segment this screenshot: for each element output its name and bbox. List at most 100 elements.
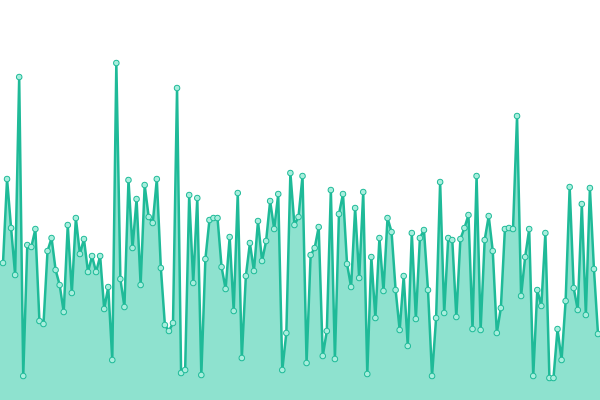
point — [181, 366, 189, 374]
point — [343, 260, 351, 268]
point — [169, 319, 177, 327]
point — [113, 59, 120, 67]
point — [586, 184, 594, 192]
point — [489, 247, 497, 255]
point — [436, 178, 444, 186]
point — [287, 169, 294, 177]
point — [0, 259, 7, 267]
point — [92, 268, 100, 276]
point — [465, 211, 472, 219]
point — [76, 250, 84, 258]
point — [376, 234, 383, 242]
point — [335, 210, 343, 218]
point — [380, 287, 387, 295]
point — [3, 175, 11, 183]
point — [28, 243, 35, 251]
point — [100, 305, 108, 313]
point — [254, 217, 262, 225]
point — [153, 175, 161, 183]
point — [291, 221, 298, 229]
point — [404, 342, 412, 350]
point — [513, 112, 521, 120]
point — [327, 186, 335, 194]
point — [521, 253, 529, 261]
point — [420, 226, 428, 234]
point — [307, 251, 314, 259]
point — [428, 372, 436, 380]
point — [173, 84, 181, 92]
point — [96, 252, 104, 260]
point — [578, 200, 586, 208]
point — [129, 244, 136, 252]
point — [448, 236, 456, 244]
point — [493, 329, 501, 337]
point — [574, 306, 582, 314]
point — [72, 214, 80, 222]
point — [165, 327, 173, 335]
point — [44, 247, 51, 255]
point — [533, 286, 541, 294]
point — [469, 325, 476, 333]
point — [517, 292, 525, 300]
point — [64, 221, 72, 229]
point — [582, 311, 590, 319]
point — [497, 304, 505, 312]
point — [56, 281, 63, 289]
point — [11, 271, 19, 279]
point — [230, 307, 238, 315]
point — [202, 255, 209, 263]
point — [84, 268, 92, 276]
point — [88, 252, 96, 260]
point — [558, 356, 565, 364]
point — [311, 244, 318, 252]
point — [416, 234, 424, 242]
point — [457, 235, 464, 243]
point — [570, 284, 578, 292]
point — [149, 219, 157, 227]
point — [473, 172, 480, 180]
point — [412, 315, 420, 323]
point — [392, 286, 399, 294]
point — [461, 224, 468, 232]
point — [562, 297, 569, 305]
point — [104, 283, 112, 291]
point — [408, 229, 416, 237]
point — [246, 239, 254, 247]
point — [529, 372, 537, 380]
point — [388, 228, 395, 236]
point — [278, 366, 286, 374]
point — [193, 194, 201, 202]
point — [226, 233, 233, 241]
point — [485, 212, 493, 220]
point — [15, 73, 23, 81]
point — [477, 326, 484, 334]
point — [554, 325, 561, 333]
point — [323, 327, 331, 335]
point — [400, 272, 408, 280]
point — [258, 257, 266, 265]
point — [108, 356, 116, 364]
point — [19, 372, 27, 380]
point — [283, 329, 290, 337]
point — [222, 285, 229, 293]
point — [538, 302, 545, 310]
point — [359, 188, 367, 196]
point — [40, 320, 47, 328]
point — [331, 355, 339, 363]
point — [453, 313, 460, 321]
point — [339, 190, 347, 198]
point — [234, 189, 242, 197]
point — [145, 213, 153, 221]
point — [185, 191, 193, 199]
point — [262, 237, 270, 245]
point — [189, 279, 197, 287]
point — [509, 225, 517, 233]
point — [363, 370, 371, 378]
point — [396, 326, 403, 334]
point — [32, 225, 39, 233]
point — [141, 181, 148, 189]
point — [351, 204, 359, 212]
point — [218, 263, 225, 271]
